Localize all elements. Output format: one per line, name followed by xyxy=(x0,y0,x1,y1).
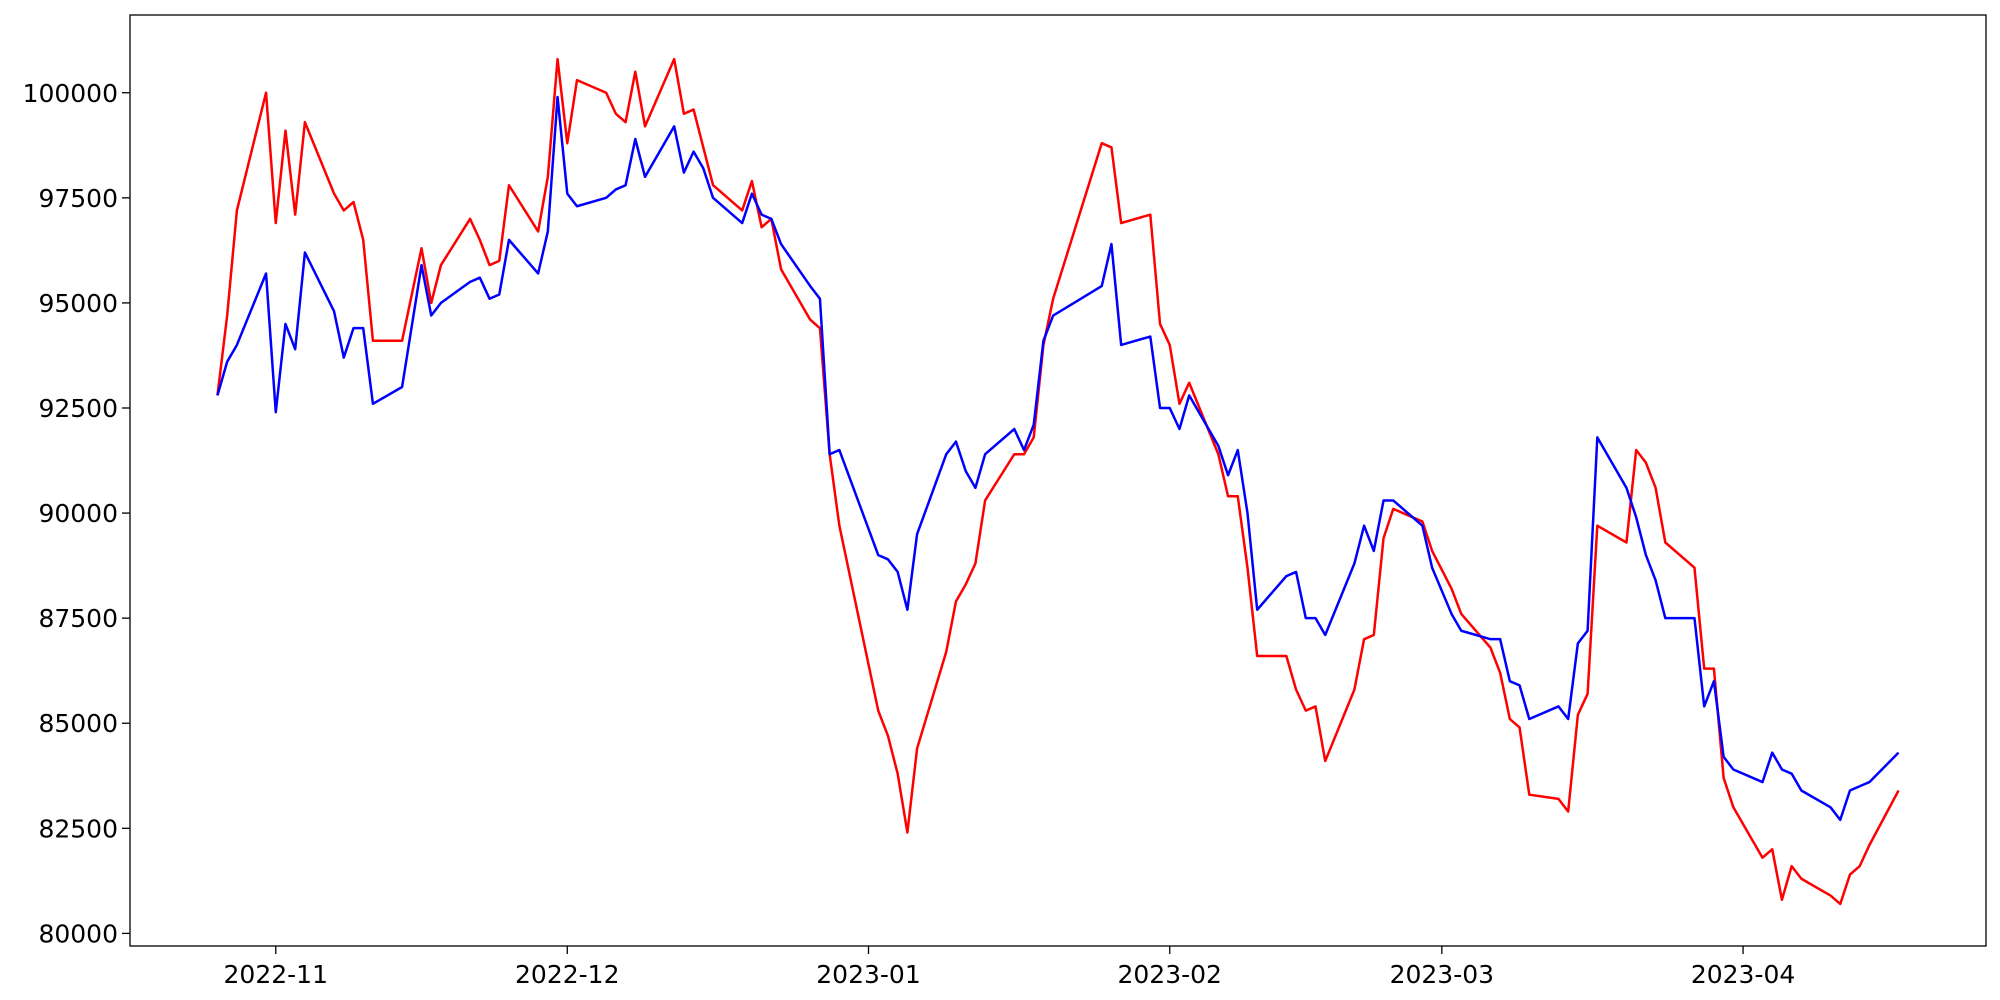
y-tick-label: 82500 xyxy=(38,814,118,843)
plot-frame xyxy=(129,14,1987,947)
x-tick-label: 2022-11 xyxy=(224,960,328,989)
series-line xyxy=(216,95,1900,822)
y-tick-label: 90000 xyxy=(38,499,118,528)
y-tick-label: 85000 xyxy=(38,709,118,738)
y-tick-label: 92500 xyxy=(38,394,118,423)
series-line xyxy=(216,57,1900,906)
y-tick-label: 95000 xyxy=(38,289,118,318)
x-tick-label: 2023-02 xyxy=(1118,960,1222,989)
x-tick-label: 2023-04 xyxy=(1691,960,1795,989)
x-tick-label: 2023-01 xyxy=(816,960,920,989)
y-tick-label: 97500 xyxy=(38,184,118,213)
y-tick-label: 87500 xyxy=(38,604,118,633)
y-tick-label: 80000 xyxy=(38,919,118,948)
y-tick-label: 100000 xyxy=(23,79,118,108)
x-tick-label: 2023-03 xyxy=(1390,960,1494,989)
x-tick-label: 2022-12 xyxy=(515,960,619,989)
